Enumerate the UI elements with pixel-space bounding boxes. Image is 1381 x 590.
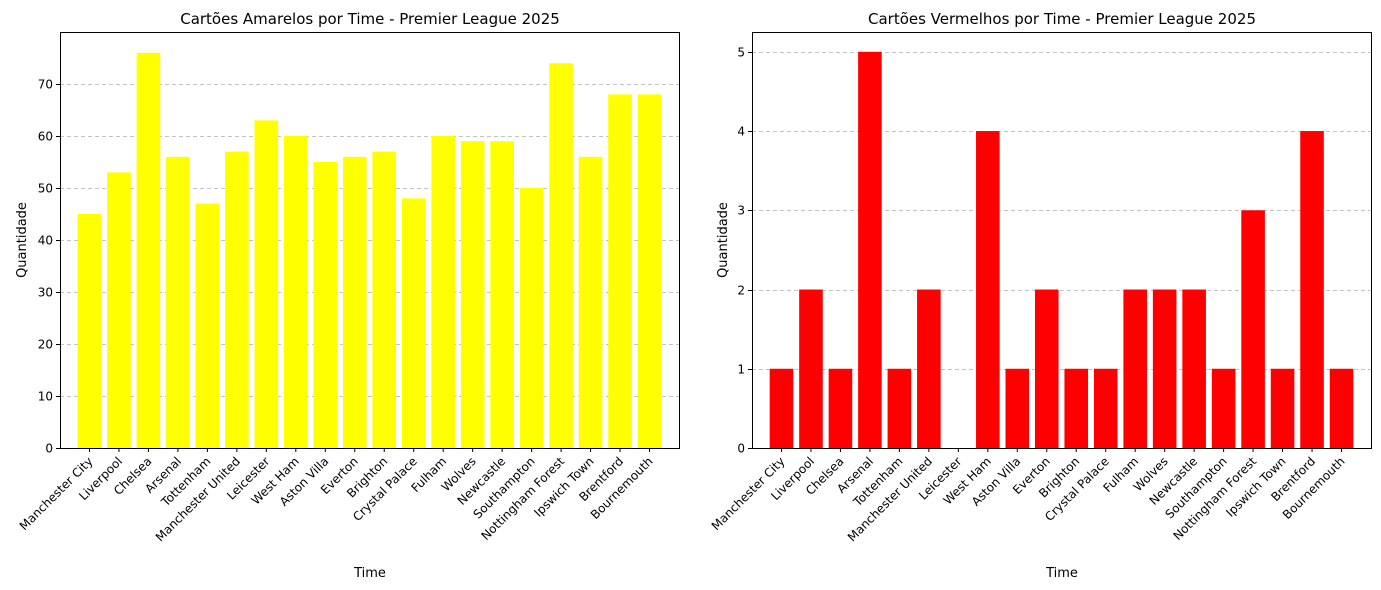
bar xyxy=(401,198,426,448)
chart-title: Cartões Vermelhos por Time - Premier Lea… xyxy=(868,10,1256,28)
plot-frame xyxy=(60,32,680,449)
bar xyxy=(1182,289,1206,448)
bar xyxy=(549,63,573,448)
y-tick-label: 60 xyxy=(38,130,53,144)
bar xyxy=(342,156,367,449)
bar xyxy=(578,156,603,449)
y-tick-label: 40 xyxy=(38,234,53,248)
x-ticks: Manchester CityLiverpoolChelseaArsenalTo… xyxy=(17,448,656,544)
bar xyxy=(1064,368,1089,448)
bar xyxy=(828,368,853,448)
y-axis-label: Quantidade xyxy=(15,202,30,278)
bar xyxy=(1005,368,1030,448)
y-tick-label: 1 xyxy=(737,363,745,377)
bar xyxy=(1123,289,1147,448)
bar xyxy=(284,136,308,448)
gridlines xyxy=(752,52,1371,370)
bar xyxy=(460,141,485,448)
bar xyxy=(1211,368,1236,448)
bar xyxy=(858,51,882,449)
bar xyxy=(1270,368,1295,448)
bar xyxy=(1300,131,1324,449)
bar xyxy=(519,188,544,448)
bar xyxy=(769,368,794,448)
y-axis-label: Quantidade xyxy=(716,202,731,278)
bar xyxy=(887,368,912,448)
x-ticks: Manchester CityLiverpoolChelseaArsenalTo… xyxy=(709,448,1348,544)
bar xyxy=(195,203,220,448)
y-tick-label: 2 xyxy=(737,284,745,298)
y-tick-label: 10 xyxy=(38,390,53,404)
y-tick-label: 0 xyxy=(45,442,53,456)
chart-title: Cartões Amarelos por Time - Premier Leag… xyxy=(180,10,560,28)
bar xyxy=(1329,368,1354,448)
y-tick-label: 20 xyxy=(38,338,53,352)
red-cards-chart: Cartões Vermelhos por Time - Premier Lea… xyxy=(709,10,1372,581)
bar xyxy=(254,120,279,449)
bar xyxy=(107,172,131,448)
y-tick-label: 30 xyxy=(38,286,53,300)
bar xyxy=(490,141,514,448)
bar xyxy=(799,289,823,448)
bars xyxy=(77,52,662,449)
bar xyxy=(637,94,662,449)
y-tick-label: 4 xyxy=(737,125,745,139)
bar xyxy=(313,162,338,448)
bar xyxy=(976,131,1000,449)
bar xyxy=(372,151,397,448)
y-ticks: 0 10 20 30 40 50 60 70 xyxy=(38,78,60,456)
x-axis-label: Time xyxy=(353,566,386,581)
bars xyxy=(769,51,1354,449)
y-tick-label: 5 xyxy=(737,46,745,60)
yellow-cards-chart: Cartões Amarelos por Time - Premier Leag… xyxy=(15,10,680,581)
bar xyxy=(166,156,190,449)
bar xyxy=(225,151,249,448)
y-ticks: 0 1 2 3 4 5 xyxy=(737,46,752,456)
bar xyxy=(1241,210,1265,448)
bar xyxy=(431,136,455,448)
x-axis-label: Time xyxy=(1045,566,1078,581)
y-tick-label: 70 xyxy=(38,78,53,92)
bar xyxy=(136,52,161,449)
y-tick-label: 50 xyxy=(38,182,53,196)
bar xyxy=(1093,368,1118,448)
y-tick-label: 3 xyxy=(737,204,745,218)
bar xyxy=(77,214,102,448)
gridlines xyxy=(60,84,679,397)
bar xyxy=(1034,289,1059,448)
bar xyxy=(917,289,941,448)
bar xyxy=(1152,289,1177,448)
y-tick-label: 0 xyxy=(737,442,745,456)
bar xyxy=(608,94,632,449)
plot-frame xyxy=(752,32,1372,449)
